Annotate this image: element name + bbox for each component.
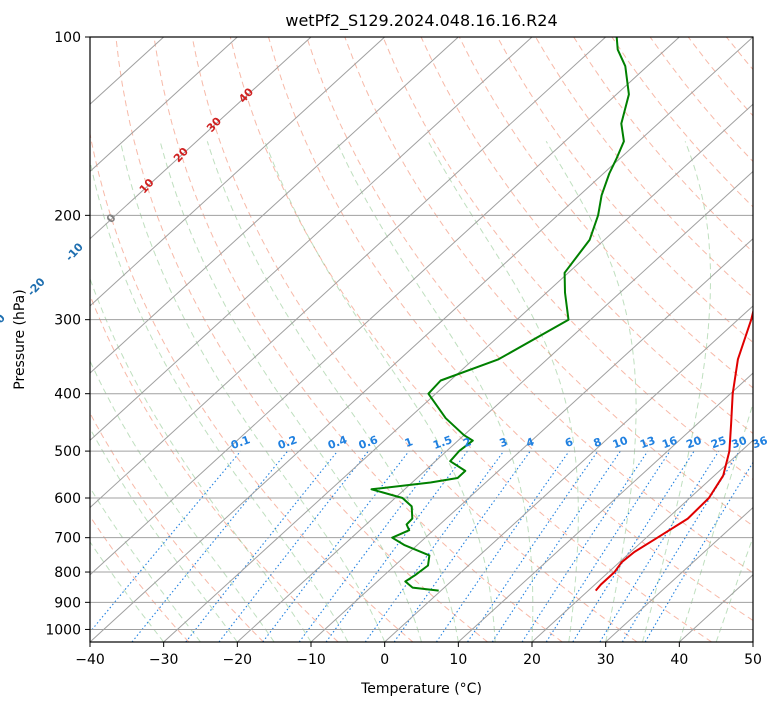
x-tick-label: 0	[380, 652, 389, 668]
y-axis-label: Pressure (hPa)	[12, 289, 28, 389]
x-axis-label: Temperature (°C)	[360, 681, 482, 697]
x-tick-label: 30	[597, 652, 615, 668]
y-tick-label: 700	[54, 531, 81, 547]
y-tick-label: 600	[54, 491, 81, 507]
x-tick-label: 40	[670, 652, 688, 668]
x-tick-label: −30	[149, 652, 179, 668]
y-tick-label: 200	[54, 208, 81, 224]
x-tick-label: 50	[744, 652, 762, 668]
x-tick-label: −40	[75, 652, 105, 668]
y-tick-label: 500	[54, 444, 81, 460]
x-tick-label: −10	[296, 652, 326, 668]
x-tick-label: 20	[523, 652, 541, 668]
y-tick-label: 400	[54, 387, 81, 403]
y-tick-label: 800	[54, 565, 81, 581]
y-tick-label: 900	[54, 595, 81, 611]
plot-area	[0, 37, 775, 642]
x-tick-label: −20	[223, 652, 253, 668]
chart-title: wetPf2_S129.2024.048.16.16.R24	[285, 11, 557, 31]
y-tick-label: 100	[54, 30, 81, 46]
y-tick-label: 1000	[45, 622, 81, 638]
y-tick-label: 300	[54, 313, 81, 329]
x-tick-label: 10	[449, 652, 467, 668]
